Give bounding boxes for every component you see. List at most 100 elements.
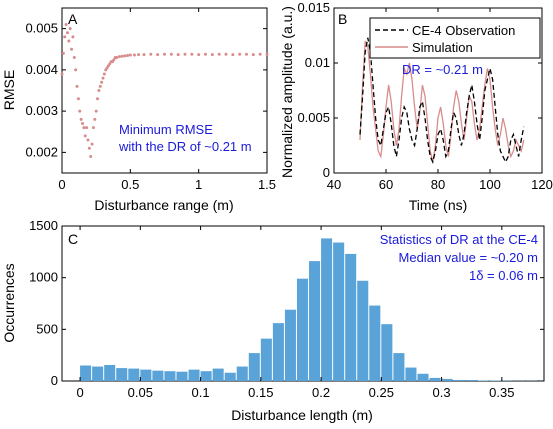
panel-b-ytick-label: 0.005 <box>297 110 330 125</box>
rmse-point <box>71 35 75 39</box>
rmse-point <box>231 53 235 57</box>
rmse-point <box>67 39 71 43</box>
panel-a-ytick-label: 0.002 <box>25 144 58 159</box>
rmse-point <box>210 53 214 57</box>
panel-a-xtick-label: 0.5 <box>121 177 139 192</box>
rmse-point <box>76 97 80 101</box>
panel-b-ytick-label: 0 <box>323 165 330 180</box>
rmse-point <box>98 84 102 88</box>
panel-c-ylabel: Occurrences <box>1 263 17 342</box>
rmse-point <box>251 53 255 57</box>
rmse-point <box>82 126 86 130</box>
panel-b-xtick-label: 60 <box>379 177 393 192</box>
rmse-point <box>101 76 105 80</box>
rmse-point <box>90 142 94 146</box>
panel-a-ytick-label: 0.003 <box>25 103 58 118</box>
legend-box <box>369 17 541 59</box>
histogram-bar <box>236 366 248 381</box>
panel-b-xlabel: Time (ns) <box>409 197 468 213</box>
histogram-bar <box>369 305 381 381</box>
panel-b-xtick-label: 40 <box>327 177 341 192</box>
panel-b-lines <box>359 37 525 164</box>
panel-a-letter: A <box>68 11 78 27</box>
rmse-point <box>87 146 91 150</box>
rmse-point <box>78 109 82 113</box>
panel-b-xtick-label: 80 <box>431 177 445 192</box>
histogram-bar <box>393 353 405 381</box>
panel-b-xtick-label: 100 <box>479 177 501 192</box>
histogram-bar <box>260 338 272 381</box>
panel-b-xtick-label: 120 <box>531 177 553 192</box>
panel-c-xtick-label: 0.35 <box>489 385 514 400</box>
histogram-bar <box>296 278 309 381</box>
panel-c-xtick-label: 0.2 <box>312 385 330 400</box>
rmse-point <box>91 126 95 130</box>
histogram-bar <box>164 371 176 381</box>
observation-line <box>359 37 525 164</box>
panel-c-annotation-line2: Median value = ~0.20 m <box>399 250 538 265</box>
panel-c-ytick-label: 500 <box>36 321 58 336</box>
histogram-bar <box>176 371 188 381</box>
panel-c-letter: C <box>68 231 78 247</box>
panel-b-annotation: DR = ~0.21 m <box>402 62 483 77</box>
rmse-point <box>89 155 93 158</box>
panel-b-legend: CE-4 Observation Simulation <box>369 17 541 59</box>
panel-b: B 0 0.005 0.01 0.015 40 60 80 100 120 CE-4 Obse… <box>279 0 553 213</box>
rmse-point <box>81 122 84 125</box>
rmse-point <box>86 138 90 142</box>
panel-a-xtick-label: 0 <box>58 177 65 192</box>
histogram-bar <box>116 368 128 381</box>
panel-c-xlabel: Disturbance length (m) <box>231 407 373 423</box>
simulation-line <box>359 40 525 163</box>
rmse-point <box>72 56 76 59</box>
panel-a-xtick-label: 1.5 <box>258 177 276 192</box>
panel-c-annotation-line1: Statistics of DR at the CE-4 <box>380 232 538 247</box>
panel-c-annotation-line3: 1δ = 0.06 m <box>469 268 538 283</box>
panel-a-frame <box>61 7 268 174</box>
histogram-bar <box>188 369 200 381</box>
histogram-bar <box>321 238 333 381</box>
histogram-bar <box>333 242 345 381</box>
histogram-bar <box>489 380 501 381</box>
panel-c-ytick-label: 1500 <box>29 218 58 233</box>
histogram-bar <box>80 365 92 381</box>
rmse-point <box>102 72 106 76</box>
rmse-point <box>169 52 173 56</box>
rmse-point <box>258 52 262 56</box>
panel-b-ytick-label: 0.015 <box>297 0 330 15</box>
rmse-point <box>224 52 228 56</box>
rmse-point <box>149 52 153 56</box>
histogram-bar <box>429 377 441 381</box>
histogram-bar <box>465 379 477 381</box>
rmse-point <box>97 89 101 92</box>
histogram-bar <box>345 253 357 381</box>
rmse-point <box>142 53 146 57</box>
rmse-point <box>265 52 269 56</box>
rmse-point <box>163 52 166 56</box>
panel-b-letter: B <box>338 11 347 27</box>
panel-c-xtick-label: 0.15 <box>248 385 273 400</box>
rmse-point <box>96 97 100 101</box>
panel-b-ytick-label: 0.01 <box>305 55 330 70</box>
rmse-point <box>183 52 187 56</box>
rmse-point <box>126 53 130 57</box>
rmse-point <box>60 72 64 76</box>
rmse-point <box>94 109 98 113</box>
panel-c-xtick-label: 0.25 <box>369 385 394 400</box>
histogram-bar <box>477 380 489 381</box>
panel-a-ytick-label: 0.004 <box>25 62 58 77</box>
rmse-point <box>65 31 69 35</box>
rmse-point <box>128 53 132 57</box>
rmse-point <box>197 53 201 57</box>
panel-a-annotation-line2: with the DR of ~0.21 m <box>118 139 252 154</box>
histogram-bar <box>128 368 140 381</box>
rmse-point <box>85 126 89 130</box>
rmse-point <box>117 55 121 59</box>
rmse-point <box>79 117 83 121</box>
legend-simulation-label: Simulation <box>412 40 473 55</box>
histogram-bar <box>405 367 417 381</box>
rmse-point <box>61 51 65 55</box>
panel-a-ylabel: RMSE <box>1 70 17 110</box>
rmse-point <box>217 52 221 56</box>
rmse-point <box>70 47 74 51</box>
